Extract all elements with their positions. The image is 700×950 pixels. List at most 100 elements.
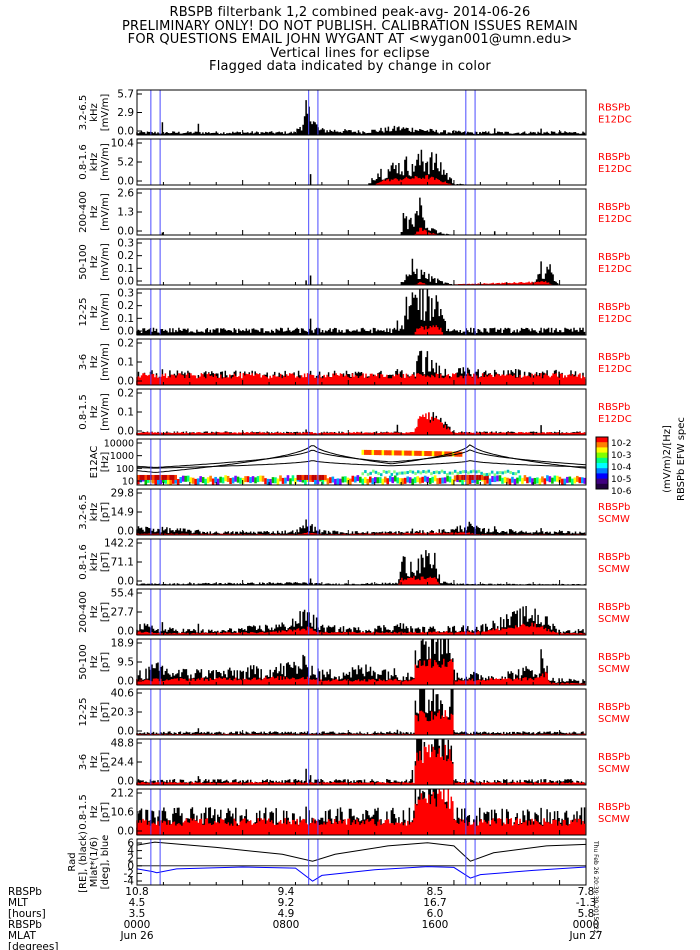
spec-mid-75 [324, 474, 327, 480]
spec-low-67 [304, 478, 307, 485]
spec-low-40 [236, 476, 240, 483]
ytick-scmw-1k-0: 142.2 [104, 538, 134, 550]
panel-label-scmw-200-1: SCMW [598, 614, 630, 625]
spec-low-111 [413, 477, 417, 484]
spec-scatter-57 [512, 472, 515, 476]
ylabel-scmw-12-0: 12-25 [78, 697, 89, 726]
spec-mid-1 [139, 474, 143, 480]
spec-scatter-3 [369, 471, 372, 475]
spec-scatter-36 [456, 471, 460, 475]
spec-low-26 [201, 477, 205, 484]
series-peak-scmw-3 [136, 739, 586, 785]
spec-low-154 [521, 477, 524, 484]
spec-scatter-29 [438, 471, 441, 475]
ytick-scmw-200-2: 0.0 [117, 626, 134, 638]
spec-low-120 [436, 478, 439, 485]
spec-mid-131 [463, 474, 467, 480]
spec-low-112 [416, 476, 419, 483]
ylabel-e12ac-spec-0: E12AC [89, 446, 100, 479]
spec-scatter-34 [451, 471, 454, 475]
spec-low-62 [291, 475, 295, 482]
spec-mid-136 [476, 474, 479, 480]
spec-mid-68 [306, 474, 310, 480]
axis-tick-2-3: 1600 [422, 919, 449, 931]
spec-low-18 [181, 475, 185, 482]
spec-low-79 [334, 478, 337, 485]
spec-low-130 [461, 478, 464, 485]
ytick-orbit-5: -4 [124, 876, 135, 888]
ytick-e12dc-12-1: 0.2 [117, 300, 134, 312]
spec-low-151 [513, 478, 517, 485]
spec-low-145 [498, 475, 502, 482]
ytick-e12dc-200-2: 0.0 [117, 226, 134, 238]
chart-title: RBSPB filterbank 1,2 combined peak-avg- … [0, 6, 700, 74]
spec-low-41 [239, 477, 242, 484]
spec-band-29 [434, 451, 438, 457]
spec-mid-70 [311, 474, 315, 480]
ylabel-e12dc-200-1: Hz [89, 206, 100, 219]
ytick-e12dc-1k-1: 5.2 [117, 157, 134, 169]
ytick-e12dc-3k-0: 5.7 [117, 89, 134, 101]
spec-low-105 [398, 478, 402, 485]
spec-low-12 [166, 478, 170, 485]
spec-low-110 [411, 478, 414, 485]
title-line-1: RBSPB filterbank 1,2 combined peak-avg- … [169, 5, 531, 20]
axis-row-label-1: MLT [8, 897, 28, 909]
ylabel-e12dc-08-2: [mV/m] [100, 393, 111, 431]
axis-tick-3-4: Jun 27 [568, 930, 602, 942]
spec-scatter-51 [496, 471, 499, 475]
panel-label-scmw-50-1: SCMW [598, 664, 630, 675]
spec-low-143 [493, 476, 497, 483]
panel-label-e12dc-1k-1: E12DC [598, 164, 632, 175]
spec-band-32 [441, 451, 445, 457]
spec-low-47 [254, 477, 257, 484]
colorbar-swatch-3 [596, 452, 608, 459]
spec-band-25 [424, 450, 428, 456]
colorbar-swatch-4 [596, 457, 608, 464]
panel-label-e12dc-3-1: E12DC [598, 364, 632, 375]
title-line-4: Vertical lines for eclipse [270, 45, 430, 61]
ytick-e12dc-200-0: 2.6 [117, 188, 134, 200]
ylabel-e12dc-3k-0: 3.2-6.5 [78, 95, 89, 130]
axis-row-label-0: RBSPb [8, 886, 42, 898]
panel-label-e12dc-08-0: RBSPb [598, 402, 630, 413]
spec-low-121 [438, 477, 442, 484]
spec-low-60 [286, 475, 290, 482]
panel-label-e12dc-50-0: RBSPb [598, 252, 630, 263]
spec-mid-139 [483, 474, 487, 480]
spec-low-86 [351, 475, 355, 482]
panel-orbit: Rad [RE], (black) Mlat*(1/6) [deg], blue Thu… [67, 831, 599, 934]
spec-scatter-8 [382, 469, 386, 473]
spec-low-24 [196, 478, 200, 485]
spec-low-168 [556, 475, 559, 482]
spec-mid-133 [468, 474, 472, 480]
spec-band-19 [409, 450, 413, 456]
panel-label-scmw-12-0: RBSPb [598, 702, 630, 713]
spec-scatter-32 [446, 473, 449, 477]
spec-low-164 [546, 475, 549, 482]
axis-tick-0-1: 4.5 [129, 897, 146, 909]
spec-low-80 [336, 478, 340, 485]
spec-low-140 [486, 477, 489, 484]
ylabel-scmw-200-0: 200-400 [78, 591, 89, 633]
spec-low-59 [284, 477, 287, 484]
ylabel-e12dc-3-2: [mV/m] [100, 343, 111, 381]
axis-tick-1-0: 9.4 [278, 886, 295, 898]
spec-scatter-55 [506, 469, 510, 473]
spec-low-119 [433, 475, 437, 482]
spec-low-30 [211, 478, 215, 485]
spec-low-85 [349, 478, 352, 485]
axis-tick-3-3: 0000 [573, 919, 600, 931]
spec-low-93 [368, 476, 372, 483]
spec-scatter-43 [475, 470, 478, 474]
spec-low-159 [533, 477, 537, 484]
spec-scatter-9 [385, 470, 388, 474]
spec-band-36 [451, 451, 455, 457]
spec-low-167 [553, 475, 557, 482]
series-avg-scmw-3 [136, 744, 586, 785]
spec-low-82 [341, 476, 345, 483]
